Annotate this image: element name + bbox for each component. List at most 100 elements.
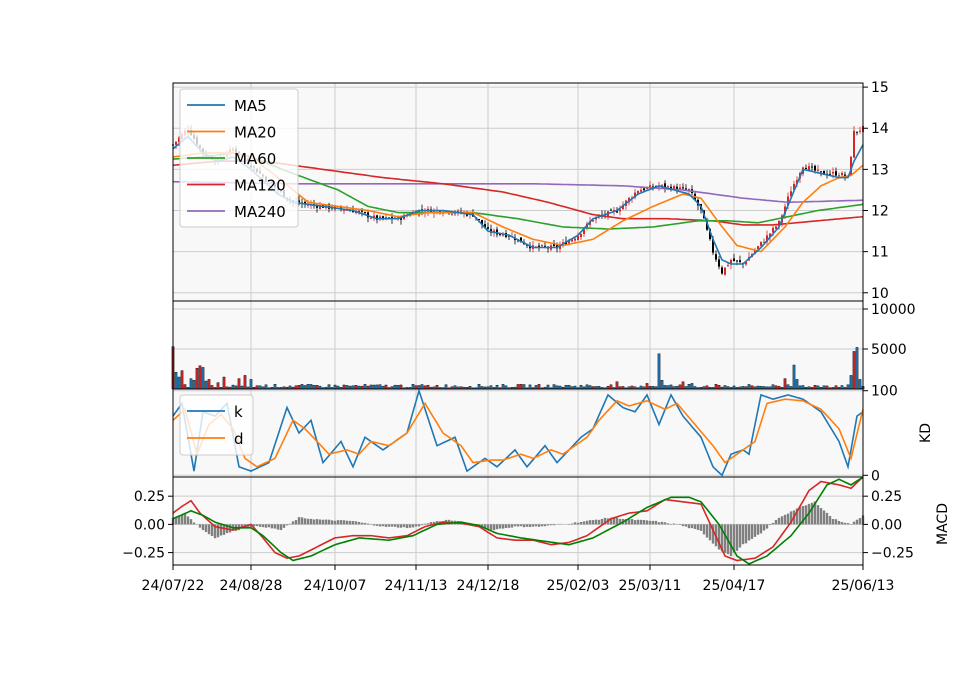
- macd-histogram-bar: [702, 524, 706, 535]
- candle-body: [610, 209, 612, 211]
- volume-bar: [273, 384, 277, 390]
- macd-histogram-bar: [327, 519, 331, 525]
- volume-bar: [372, 384, 376, 390]
- macd-histogram-bar: [747, 524, 751, 541]
- volume-bar: [312, 385, 316, 390]
- candle-body: [715, 254, 717, 260]
- macd-histogram-bar: [291, 521, 295, 525]
- x-tick-label: 25/02/03: [547, 578, 610, 594]
- macd-histogram-bar: [201, 524, 205, 531]
- macd-histogram-bar: [798, 506, 802, 525]
- macd-histogram-bar: [528, 524, 532, 527]
- macd-histogram-bar: [672, 523, 676, 525]
- macd-histogram-bar: [255, 524, 259, 527]
- legends: MA5 MA20 MA60 MA120 MA240 kd: [179, 88, 299, 456]
- volume-bar: [204, 380, 208, 390]
- macd-histogram-bar: [732, 524, 736, 553]
- macd-histogram-bar: [330, 520, 334, 525]
- candle-body: [775, 226, 777, 229]
- macd-histogram-bar: [591, 520, 595, 525]
- macd-histogram-bar: [198, 524, 202, 528]
- y-tick-label: 14: [871, 121, 889, 137]
- volume-bar: [306, 384, 310, 390]
- volume-bar: [303, 385, 307, 390]
- volume-bar: [786, 384, 790, 390]
- candle-body: [730, 259, 732, 265]
- macd-histogram-bar: [786, 513, 790, 525]
- legend-label-d: d: [234, 430, 244, 448]
- y-tick-label: 0.00: [871, 517, 902, 533]
- volume-bar: [489, 385, 493, 390]
- macd-histogram-bar: [783, 514, 787, 525]
- macd-histogram-bar: [411, 524, 415, 528]
- macd-histogram-bar: [393, 524, 397, 527]
- macd-histogram-bar: [294, 520, 298, 525]
- y-tick-label: 100: [871, 384, 898, 400]
- x-tick-label: 24/11/13: [385, 578, 448, 594]
- x-tick-label: 25/03/11: [619, 578, 682, 594]
- volume-bar: [249, 379, 253, 390]
- legend-label-ma120: MA120: [234, 177, 286, 195]
- volume-bar: [309, 384, 313, 390]
- macd-histogram-bar: [285, 524, 289, 526]
- legend-label-ma240: MA240: [234, 203, 286, 221]
- y-tick-label: 15: [871, 80, 889, 96]
- macd-histogram-bar: [681, 524, 685, 527]
- candle-body: [637, 190, 639, 194]
- candle-body: [820, 171, 822, 173]
- candle-body: [763, 241, 765, 243]
- macd-histogram-bar: [594, 519, 598, 525]
- legend-label-ma60: MA60: [234, 150, 276, 168]
- volume-bar: [231, 384, 235, 390]
- volume-bar: [180, 370, 184, 390]
- macd-histogram-bar: [753, 524, 757, 537]
- candle-body: [811, 166, 813, 168]
- macd-histogram-bar: [489, 524, 493, 530]
- volume-bar: [297, 385, 301, 390]
- candle-body: [805, 167, 807, 170]
- candle-body: [727, 265, 729, 267]
- macd-histogram-bar: [360, 522, 364, 525]
- macd-histogram-bar: [207, 524, 211, 535]
- y-tick-label-left: −0.25: [122, 546, 165, 562]
- macd-histogram-bar: [279, 524, 283, 531]
- candle-body: [298, 200, 300, 204]
- chart-marks: [171, 123, 865, 565]
- candle-body: [766, 235, 768, 242]
- macd-histogram-bar: [357, 521, 361, 525]
- macd-histogram-bar: [759, 524, 763, 534]
- macd-histogram-bar: [321, 519, 325, 525]
- macd-histogram-bar: [219, 524, 223, 536]
- candle-body: [712, 238, 714, 253]
- candle-body: [667, 186, 669, 188]
- macd-histogram-bar: [579, 521, 583, 525]
- candle-body: [496, 229, 498, 235]
- candle-body: [664, 183, 666, 188]
- macd-histogram-bar: [384, 524, 388, 527]
- candle-body: [838, 175, 840, 177]
- volume-bar: [663, 385, 667, 390]
- macd-histogram-bar: [534, 524, 538, 527]
- y-tick-label-left: 0.25: [134, 489, 165, 505]
- candle-body: [745, 261, 747, 265]
- macd-histogram-bar: [636, 519, 640, 525]
- volume-bar: [567, 384, 571, 390]
- macd-histogram-bar: [273, 524, 277, 529]
- macd-histogram-bar: [819, 508, 823, 525]
- volume-bar: [747, 384, 751, 390]
- macd-histogram-bar: [597, 519, 601, 525]
- macd-histogram-bar: [816, 505, 820, 525]
- macd-histogram-bar: [336, 520, 340, 525]
- macd-histogram-bar: [288, 523, 292, 525]
- volume-bar: [333, 384, 337, 390]
- candle-body: [676, 186, 678, 191]
- macd-histogram-bar: [378, 524, 382, 527]
- macd-histogram-bar: [264, 524, 268, 528]
- volume-bar: [681, 381, 685, 390]
- macd-histogram-bar: [822, 510, 826, 525]
- macd-histogram-bar: [282, 524, 286, 528]
- macd-histogram-bar: [852, 521, 856, 525]
- candle-body: [400, 217, 402, 220]
- candle-body: [553, 243, 555, 246]
- volume-bar: [378, 384, 382, 390]
